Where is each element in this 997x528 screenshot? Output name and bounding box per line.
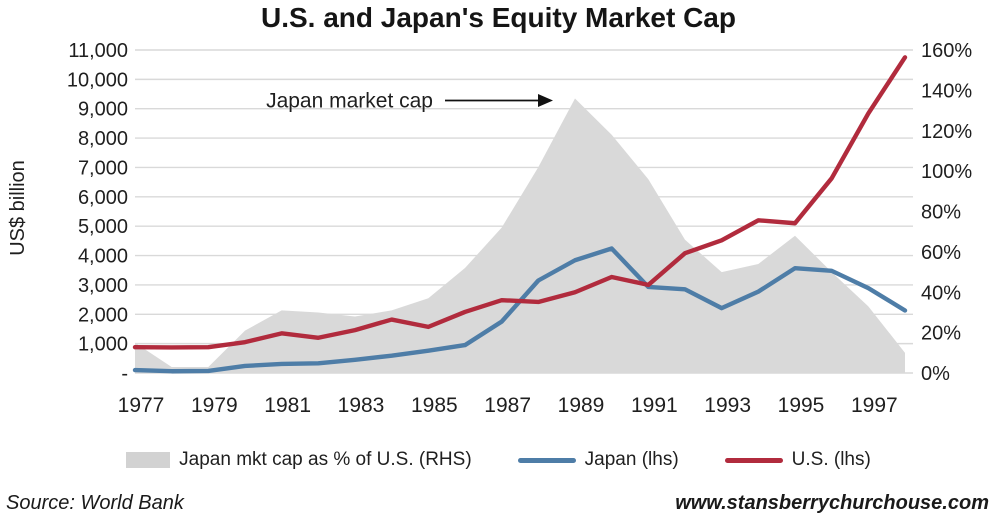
svg-text:-: - bbox=[121, 363, 128, 385]
svg-text:20%: 20% bbox=[921, 323, 961, 345]
us-line bbox=[132, 55, 908, 350]
svg-text:1987: 1987 bbox=[484, 394, 531, 417]
svg-text:1997: 1997 bbox=[851, 394, 898, 417]
svg-text:11,000: 11,000 bbox=[68, 40, 128, 62]
svg-text:1977: 1977 bbox=[118, 394, 165, 417]
legend-area-swatch bbox=[126, 452, 171, 468]
chart-title: U.S. and Japan's Equity Market Cap bbox=[260, 2, 736, 33]
svg-text:100%: 100% bbox=[921, 161, 972, 183]
svg-text:120%: 120% bbox=[921, 121, 972, 143]
svg-text:2,000: 2,000 bbox=[78, 304, 128, 326]
source-note: Source: World Bank bbox=[6, 492, 184, 514]
svg-text:140%: 140% bbox=[921, 80, 972, 102]
legend-line-swatch bbox=[724, 457, 783, 463]
chart-canvas: - 1,000 2,000 3,000 4,000 5,000 6,000 7,000 8,00… bbox=[7, 40, 972, 417]
legend-label: U.S. (lhs) bbox=[791, 449, 871, 470]
svg-text:1993: 1993 bbox=[704, 394, 751, 417]
svg-text:1989: 1989 bbox=[558, 394, 605, 417]
svg-text:1985: 1985 bbox=[411, 394, 458, 417]
left-axis-title: US$ billion bbox=[7, 160, 29, 256]
right-axis-labels: 0% 20% 40% 60% 80% 100% 120% 140% 160% bbox=[921, 40, 972, 385]
chart-footer: Source: World Bank www.stansberrychurcho… bbox=[0, 492, 997, 515]
legend-label: Japan mkt cap as % of U.S. (RHS) bbox=[179, 449, 472, 470]
svg-text:8,000: 8,000 bbox=[78, 128, 128, 150]
legend-label: Japan (lhs) bbox=[584, 449, 679, 470]
legend-item: Japan (lhs) bbox=[517, 449, 679, 471]
svg-text:1981: 1981 bbox=[264, 394, 311, 417]
legend-line-swatch bbox=[517, 457, 576, 463]
svg-text:6,000: 6,000 bbox=[78, 187, 128, 209]
svg-text:1983: 1983 bbox=[338, 394, 385, 417]
annotation-text: Japan market cap bbox=[266, 89, 433, 112]
annotation: Japan market cap bbox=[266, 89, 553, 112]
svg-text:40%: 40% bbox=[921, 282, 961, 304]
svg-text:160%: 160% bbox=[921, 40, 972, 62]
svg-text:3,000: 3,000 bbox=[78, 275, 128, 297]
website-url: www.stansberrychurchouse.com bbox=[675, 492, 989, 514]
svg-text:10,000: 10,000 bbox=[67, 69, 128, 91]
left-axis-labels: - 1,000 2,000 3,000 4,000 5,000 6,000 7,000 8,00… bbox=[67, 40, 128, 385]
svg-text:9,000: 9,000 bbox=[78, 99, 128, 121]
svg-text:1,000: 1,000 bbox=[78, 334, 128, 356]
chart-legend: Japan mkt cap as % of U.S. (RHS) Japan (l… bbox=[0, 449, 997, 471]
svg-text:60%: 60% bbox=[921, 242, 961, 264]
svg-text:0%: 0% bbox=[921, 363, 950, 385]
x-axis-labels: 1977 1979 1981 1983 1985 1987 1989 1991 1993 1995… bbox=[118, 394, 898, 417]
svg-text:5,000: 5,000 bbox=[78, 216, 128, 238]
svg-text:1995: 1995 bbox=[778, 394, 825, 417]
legend-item: U.S. (lhs) bbox=[724, 449, 871, 471]
svg-text:4,000: 4,000 bbox=[78, 246, 128, 268]
svg-text:1991: 1991 bbox=[631, 394, 678, 417]
svg-text:80%: 80% bbox=[921, 202, 961, 224]
svg-text:1979: 1979 bbox=[191, 394, 238, 417]
svg-text:7,000: 7,000 bbox=[78, 157, 128, 179]
legend-item: Japan mkt cap as % of U.S. (RHS) bbox=[126, 449, 472, 471]
japan-pct-area bbox=[135, 98, 905, 373]
